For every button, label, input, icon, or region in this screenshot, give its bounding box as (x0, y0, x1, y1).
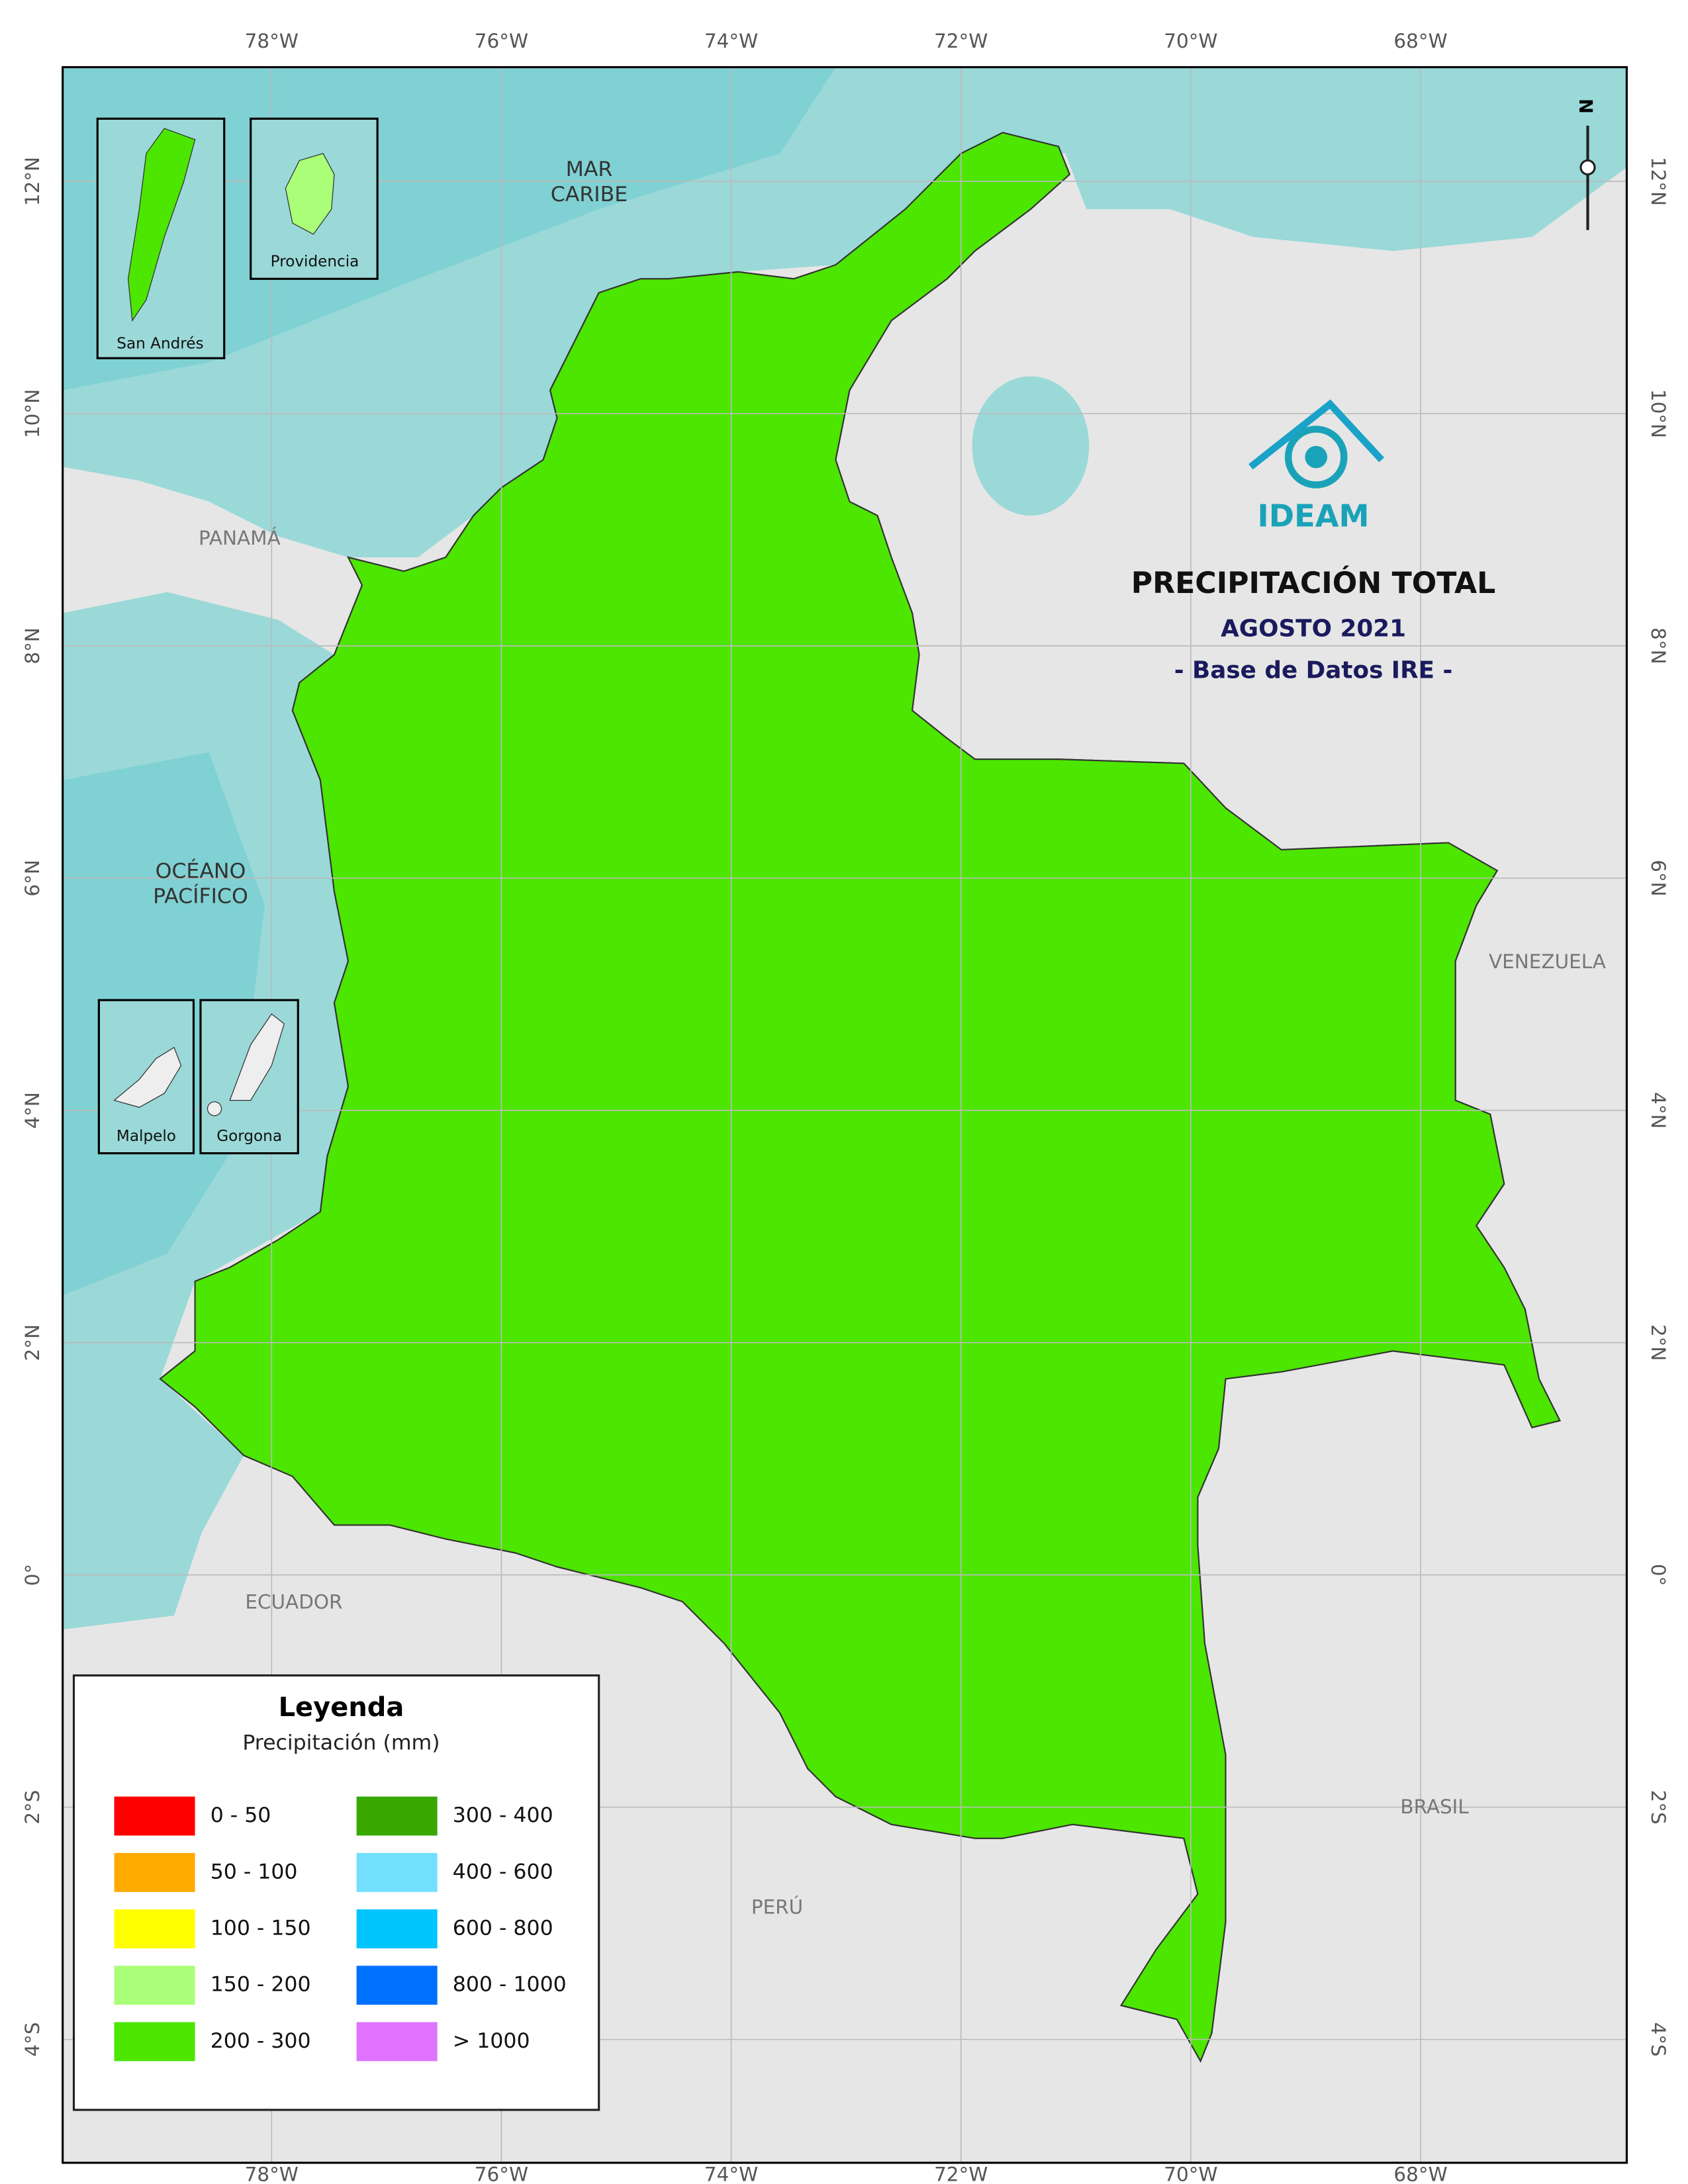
north-label: N (1577, 99, 1597, 114)
legend-swatch (114, 1796, 195, 1836)
legend-subtitle: Precipitación (mm) (242, 1731, 440, 1755)
lake-maracaibo (972, 376, 1090, 516)
lat-label: 2°S (1647, 1790, 1669, 1825)
island (285, 153, 335, 235)
island (113, 1046, 182, 1108)
lat-label: 8°N (1647, 627, 1669, 664)
lon-label: 78°W (245, 2163, 299, 2184)
source: - Base de Datos IRE - (1174, 657, 1453, 684)
inset-label: Providencia (271, 253, 359, 271)
country-label: PERÚ (751, 1894, 803, 1918)
inset-san-andres: San Andrés (96, 117, 226, 359)
inset-malpelo: Malpelo (97, 999, 195, 1155)
islet (207, 1101, 222, 1116)
lat-label: 0° (1647, 1564, 1669, 1586)
inset-label: Gorgona (216, 1128, 282, 1145)
island (127, 128, 196, 322)
inset-gorgona: Gorgona (199, 999, 299, 1155)
lat-label: 4°N (21, 1092, 44, 1128)
sea-label: PACÍFICO (153, 883, 248, 908)
legend-swatch (356, 1852, 438, 1892)
lat-label: 4°N (1647, 1092, 1669, 1128)
country-label: ECUADOR (245, 1591, 342, 1614)
lat-label: 2°S (21, 1790, 44, 1825)
sea-label: CARIBE (551, 183, 628, 206)
north-arrow: N (1577, 99, 1597, 230)
inset-providencia: Providencia (250, 117, 379, 280)
north-arrow-hub (1579, 159, 1596, 176)
lat-label: 4°S (21, 2022, 44, 2056)
legend-label: 0 - 50 (211, 1803, 271, 1827)
lat-label: 12°N (21, 157, 44, 206)
legend-label: 100 - 150 (211, 1916, 311, 1940)
lon-label: 72°W (934, 2163, 988, 2184)
legend-label: 400 - 600 (453, 1860, 553, 1884)
lon-label: 70°W (1164, 2163, 1217, 2184)
lat-label: 10°N (1647, 389, 1669, 438)
legend-label: 300 - 400 (453, 1803, 553, 1827)
island (229, 1013, 285, 1101)
legend-swatch (356, 1966, 438, 2005)
logo-text: IDEAM (1257, 498, 1369, 534)
sea-label: MAR (566, 158, 613, 181)
lat-label: 4°S (1647, 2022, 1669, 2056)
legend-swatch (114, 2022, 195, 2062)
lat-label: 6°N (21, 860, 44, 896)
title: PRECIPITACIÓN TOTAL (1131, 565, 1496, 600)
legend: Leyenda Precipitación (mm) 0 - 50 50 - 10… (72, 1674, 600, 2111)
legend-swatch (114, 1909, 195, 1948)
lon-label: 72°W (934, 30, 988, 52)
lon-label: 74°W (704, 2163, 758, 2184)
legend-swatch (114, 1966, 195, 2005)
map-frame (62, 66, 1628, 2164)
lat-label: 6°N (1647, 860, 1669, 896)
lat-label: 0° (21, 1564, 44, 1586)
lat-label: 2°N (21, 1324, 44, 1361)
logo-eye (1305, 445, 1328, 469)
legend-swatch (356, 1909, 438, 1948)
lon-label: 76°W (475, 30, 528, 52)
lat-label: 12°N (1647, 157, 1669, 206)
lon-label: 68°W (1393, 2163, 1447, 2184)
logo-swirl (1284, 426, 1348, 488)
lon-label: 74°W (704, 30, 758, 52)
inset-label: Malpelo (117, 1128, 176, 1145)
legend-label: 150 - 200 (211, 1973, 311, 1997)
lat-label: 10°N (21, 389, 44, 438)
logo: IDEAM (1248, 399, 1384, 534)
legend-label: > 1000 (453, 2029, 530, 2053)
lon-label: 68°W (1393, 30, 1447, 52)
logo-roof (1248, 399, 1384, 470)
lat-label: 8°N (21, 627, 44, 664)
inset-label: San Andrés (117, 336, 203, 353)
country-label: BRASIL (1400, 1796, 1469, 1818)
country-label: VENEZUELA (1489, 950, 1606, 973)
legend-title: Leyenda (279, 1692, 404, 1723)
legend-label: 200 - 300 (211, 2029, 311, 2053)
period: AGOSTO 2021 (1221, 615, 1406, 642)
lon-label: 78°W (245, 30, 299, 52)
lon-label: 70°W (1164, 30, 1217, 52)
lon-label: 76°W (475, 2163, 528, 2184)
legend-label: 600 - 800 (453, 1916, 553, 1940)
labels: 78°W 78°W 76°W 76°W 74°W 74°W 72°W 72°W 70°W 70°W… (21, 30, 1669, 2184)
legend-label: 50 - 100 (211, 1860, 298, 1884)
legend-swatch (356, 2022, 438, 2062)
lat-label: 2°N (1647, 1324, 1669, 1361)
sea-label: OCÉANO (156, 858, 246, 884)
legend-label: 800 - 1000 (453, 1973, 567, 1997)
country-label: PANAMÁ (199, 526, 281, 549)
legend-swatch (356, 1796, 438, 1836)
legend-swatch (114, 1852, 195, 1892)
